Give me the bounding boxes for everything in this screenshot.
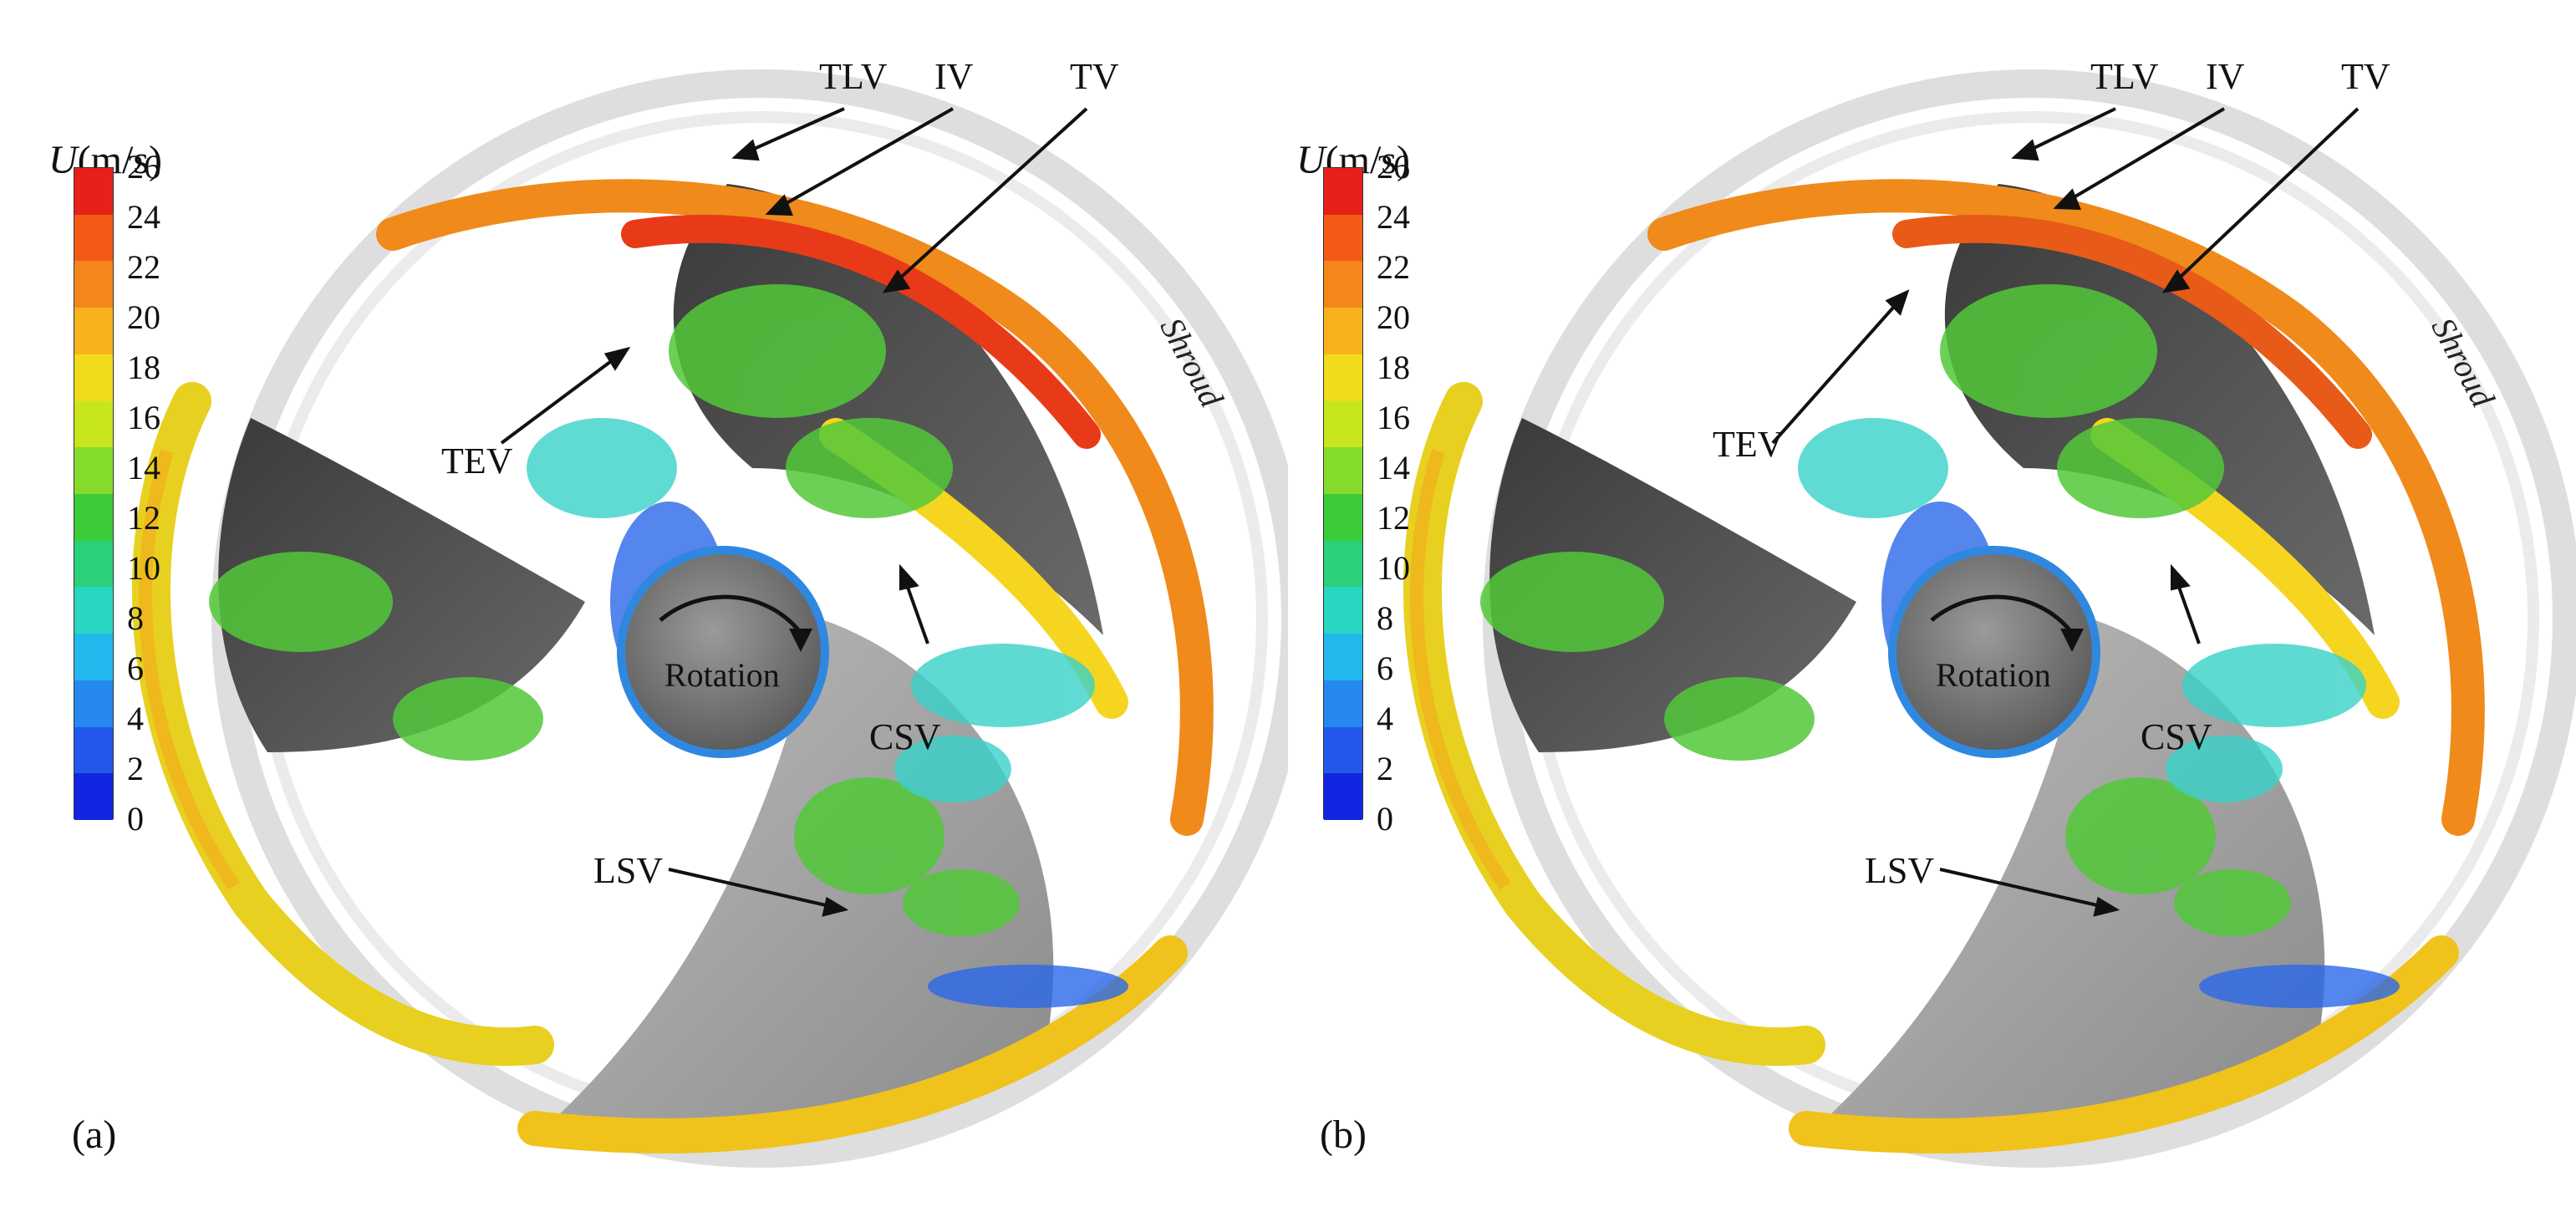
legend-segment	[74, 726, 113, 774]
color-legend-bar	[74, 167, 114, 821]
legend-tick-label: 4	[127, 700, 144, 737]
legend-segment	[1324, 494, 1362, 542]
rotation-arrow-icon	[1930, 594, 2076, 637]
legend-symbol: U	[48, 138, 78, 182]
legend-tick-label: 26	[1377, 148, 1410, 186]
hub	[1888, 546, 2100, 758]
legend-segment	[1324, 214, 1362, 262]
blade-left	[1489, 418, 1856, 752]
legend-tick-label: 6	[1377, 649, 1393, 687]
label-iv: IV	[934, 56, 974, 97]
legend-segment	[1324, 308, 1362, 355]
legend-tick-label: 2	[127, 750, 144, 787]
legend-segment	[74, 354, 113, 402]
legend-segment	[1324, 400, 1362, 448]
legend-tick-label: 12	[127, 499, 160, 537]
label-rotation: Rotation	[1936, 656, 2051, 694]
vortex-visualization-a	[131, 69, 1288, 1168]
label-tlv: TLV	[2090, 56, 2159, 97]
legend-tick-label: 0	[127, 800, 144, 838]
legend-segment	[74, 168, 113, 216]
legend-tick-label: 8	[1377, 599, 1393, 637]
legend-segment	[74, 261, 113, 308]
legend-tick-label: 20	[127, 298, 160, 336]
legend-tick-label: 14	[1377, 449, 1410, 486]
legend-tick-label: 24	[127, 198, 160, 236]
vortex-visualization-b	[1403, 69, 2576, 1168]
legend-segment	[1324, 726, 1362, 774]
blade-left	[218, 418, 585, 752]
legend-tick-label: 6	[127, 649, 144, 687]
legend-segment	[74, 540, 113, 588]
legend-segment	[74, 447, 113, 495]
legend-tick-label: 0	[1377, 800, 1393, 838]
panel-label: (b)	[1320, 1113, 1367, 1157]
panel-a: U(m/s) 26 24 22 20 18 16 14 12 10 8 6 4 2 0 TLV IV TV…	[48, 56, 1288, 1168]
legend-segment	[74, 308, 113, 355]
legend-segment	[1324, 447, 1362, 495]
label-tev: TEV	[441, 441, 513, 481]
legend-tick-label: 14	[127, 449, 160, 486]
legend-tick-label: 8	[127, 599, 144, 637]
legend-segment	[74, 587, 113, 634]
legend-segment	[74, 494, 113, 542]
label-lsv: LSV	[1865, 850, 1935, 891]
label-tlv: TLV	[819, 56, 888, 97]
label-tv: TV	[1070, 56, 1119, 97]
legend-segment	[74, 400, 113, 448]
legend-segment	[1324, 773, 1362, 821]
legend-segment	[74, 680, 113, 728]
legend-segment	[1324, 168, 1362, 216]
label-iv: IV	[2206, 56, 2245, 97]
legend-tick-label: 18	[1377, 349, 1410, 386]
legend-tick-label: 20	[1377, 298, 1410, 336]
legend-segment	[1324, 261, 1362, 308]
legend-tick-label: 10	[127, 549, 160, 587]
legend-tick-label: 12	[1377, 499, 1410, 537]
legend-tick-label: 24	[1377, 198, 1410, 236]
label-csv: CSV	[869, 716, 941, 757]
legend-segment	[74, 214, 113, 262]
label-tv: TV	[2341, 56, 2390, 97]
legend-tick-label: 16	[1377, 399, 1410, 436]
label-csv: CSV	[2141, 716, 2212, 757]
legend-tick-label: 16	[127, 399, 160, 436]
legend-tick-label: 22	[127, 248, 160, 286]
panel-b: U(m/s) 26 24 22 20 18 16 14 12 10 8 6 4 2 0 TLV IV TV…	[1288, 0, 2576, 1207]
hub	[617, 546, 829, 758]
legend-segment	[74, 773, 113, 821]
legend-tick-label: 26	[127, 148, 160, 186]
panel-label: (a)	[72, 1113, 117, 1157]
legend-tick-label: 18	[127, 349, 160, 386]
legend-segment	[1324, 587, 1362, 634]
legend-tick-label: 2	[1377, 750, 1393, 787]
label-lsv: LSV	[593, 850, 664, 891]
legend-segment	[1324, 634, 1362, 681]
label-rotation: Rotation	[664, 656, 780, 694]
rotation-arrow-icon	[659, 594, 805, 637]
label-tev: TEV	[1713, 424, 1784, 465]
legend-segment	[1324, 680, 1362, 728]
legend-tick-label: 22	[1377, 248, 1410, 286]
legend-segment	[1324, 354, 1362, 402]
color-legend-bar	[1323, 167, 1363, 821]
legend-tick-label: 4	[1377, 700, 1393, 737]
legend-symbol: U	[1296, 138, 1326, 182]
legend-segment	[1324, 540, 1362, 588]
legend-tick-label: 10	[1377, 549, 1410, 587]
legend-segment	[74, 634, 113, 681]
